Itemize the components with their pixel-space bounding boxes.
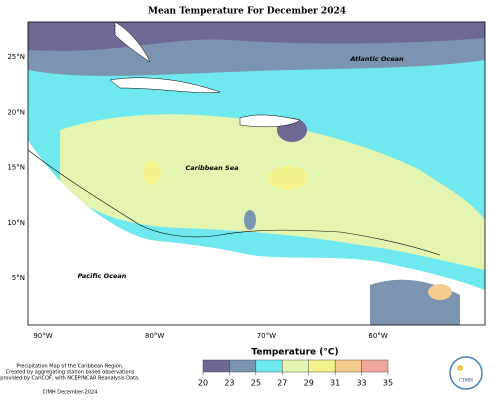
legend-swatch <box>334 359 362 373</box>
legend-tick-label: 20 <box>198 379 208 388</box>
legend-tick-label: 25 <box>251 379 261 388</box>
sea-label: Caribbean Sea <box>185 164 238 172</box>
footnote: Precipitation Map of the Caribbean Regio… <box>0 364 140 396</box>
lon-label: 70°W <box>257 332 276 340</box>
legend-swatch <box>361 359 389 373</box>
legend-tick-label: 23 <box>224 379 234 388</box>
logo-text: CIMH <box>459 378 473 384</box>
logo: CIMH <box>449 356 483 390</box>
footnote-line: Created by aggregating station based obs… <box>6 370 135 376</box>
map: Atlantic Ocean Caribbean Sea Pacific Oce… <box>27 21 486 326</box>
title: Mean Temperature For December 2024 <box>148 7 346 17</box>
lon-label: 60°W <box>368 332 387 340</box>
ocean-label: Pacific Ocean <box>78 272 127 280</box>
legend-swatch <box>308 359 336 373</box>
lat-label: 25°N <box>7 53 25 61</box>
lat-label: 10°N <box>7 219 25 227</box>
legend-swatch <box>229 359 257 373</box>
lat-label: 5°N <box>12 274 25 282</box>
legend-tick-label: 33 <box>356 379 366 388</box>
lon-label: 80°W <box>145 332 164 340</box>
lat-label: 15°N <box>7 164 25 172</box>
legend-tick-label: 35 <box>383 379 393 388</box>
legend-tick-label: 27 <box>277 379 287 388</box>
credit: CIMH December-2024 <box>43 390 98 396</box>
lat-label: 20°N <box>7 108 25 116</box>
legend-tick-label: 31 <box>330 379 340 388</box>
legend-title: Temperature (°C) <box>251 348 338 358</box>
footnote-line: provided by CariCOF, with NCEP/NCAR Rean… <box>0 376 140 382</box>
ocean-label: Atlantic Ocean <box>349 55 404 63</box>
lon-label: 90°W <box>33 332 52 340</box>
legend-tick-label: 29 <box>304 379 314 388</box>
legend-swatch <box>202 359 230 373</box>
legend-swatch <box>282 359 309 373</box>
legend-swatch <box>255 359 283 373</box>
footnote-line: Precipitation Map of the Caribbean Regio… <box>16 364 124 370</box>
